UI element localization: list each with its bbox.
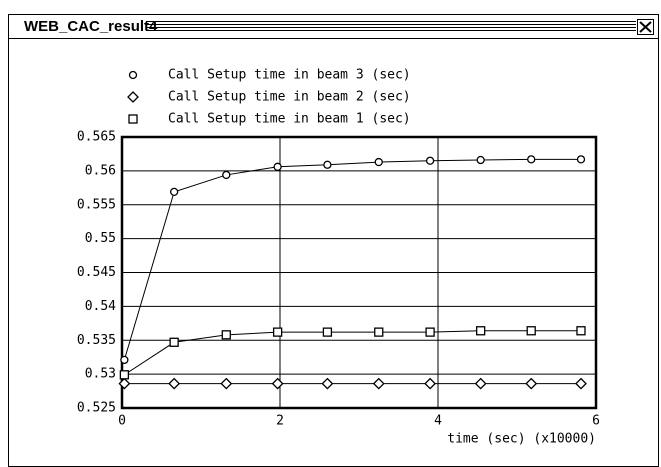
plot-frame (120, 135, 598, 410)
data-point (273, 162, 282, 171)
data-point (272, 327, 283, 337)
data-point (525, 377, 538, 390)
x-tick-label: 2 (276, 414, 284, 429)
data-point (169, 187, 179, 197)
series-line (124, 330, 581, 376)
data-point (474, 377, 487, 390)
legend-label: Call Setup time in beam 2 (sec) (168, 90, 411, 105)
data-point (576, 155, 586, 164)
data-point (476, 155, 485, 165)
title-stripes (146, 20, 636, 33)
x-tick-label: 4 (434, 414, 442, 429)
data-point (374, 327, 384, 337)
data-point (119, 370, 130, 380)
data-point (425, 327, 435, 337)
legend-marker (127, 91, 139, 103)
data-point (120, 355, 129, 365)
data-point (576, 326, 586, 336)
data-point (425, 156, 435, 165)
data-point (372, 377, 385, 390)
data-point (222, 170, 231, 180)
y-tick-label: 0.55 (85, 231, 116, 246)
legend-label: Call Setup time in beam 3 (sec) (168, 68, 411, 83)
x-axis-label: time (sec) (x10000) (447, 432, 596, 447)
x-tick-label: 0 (118, 414, 126, 429)
legend-marker (128, 70, 138, 80)
data-point (271, 377, 284, 390)
legend-label: Call Setup time in beam 1 (sec) (168, 112, 411, 127)
data-point (169, 337, 179, 347)
data-point (527, 155, 536, 164)
window-title: WEB_CAC_result4 (24, 18, 158, 35)
y-tick-label: 0.535 (77, 333, 116, 348)
data-point (424, 377, 437, 390)
x-tick-label: 6 (592, 414, 600, 429)
legend-marker (128, 114, 138, 124)
y-tick-label: 0.53 (85, 367, 116, 382)
data-point (168, 377, 181, 390)
data-point (575, 377, 587, 390)
y-tick-label: 0.545 (77, 265, 116, 280)
y-tick-label: 0.56 (85, 163, 116, 178)
data-point (321, 377, 334, 390)
y-tick-label: 0.525 (77, 401, 116, 416)
series-line (123, 158, 581, 361)
content (9, 39, 658, 466)
data-point (220, 377, 233, 390)
data-point (221, 330, 231, 340)
data-point (374, 157, 383, 167)
data-point (476, 326, 486, 336)
data-point (322, 327, 333, 337)
y-tick-label: 0.54 (85, 299, 116, 314)
data-point (526, 326, 536, 336)
data-point (323, 160, 332, 169)
data-point (118, 377, 131, 390)
y-tick-label: 0.565 (77, 130, 116, 145)
close-icon (639, 21, 652, 33)
y-tick-label: 0.555 (77, 197, 116, 212)
